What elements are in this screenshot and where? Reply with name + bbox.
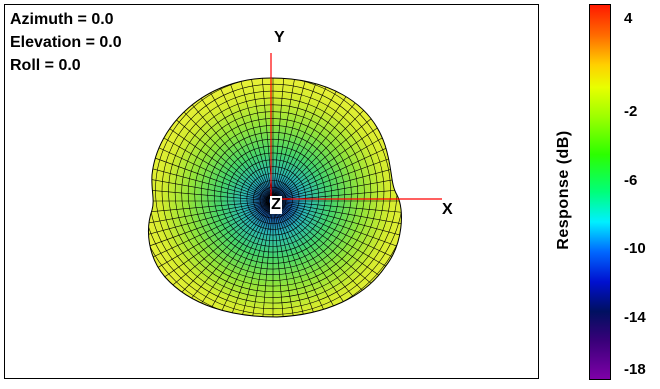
mesh-spoke xyxy=(148,201,270,217)
mesh-spoke xyxy=(228,78,273,198)
colorbar-tick: 4 xyxy=(624,10,633,27)
z-axis-label: Z xyxy=(270,196,282,214)
mesh-spoke xyxy=(200,78,272,198)
mesh-spoke xyxy=(148,202,270,274)
mesh-spoke xyxy=(274,78,346,198)
mesh-spoke xyxy=(148,201,270,231)
plot-area[interactable]: Azimuth = 0.0 Elevation = 0.0 Roll = 0.0 xyxy=(4,4,539,379)
mesh-spoke xyxy=(187,78,272,198)
mesh-spoke xyxy=(214,204,272,317)
mesh-spoke xyxy=(243,204,273,317)
mesh-spoke xyxy=(257,78,273,198)
azimuth-label: Azimuth = 0.0 xyxy=(10,11,114,28)
mesh-spoke xyxy=(276,128,402,200)
radiation-pattern-plot xyxy=(147,53,442,318)
mesh-spoke xyxy=(274,204,332,317)
mesh-spoke xyxy=(274,204,359,317)
mesh-spoke xyxy=(228,204,273,317)
mesh-spoke xyxy=(214,78,272,198)
mesh-spoke xyxy=(187,204,272,317)
mesh-spoke xyxy=(257,204,273,317)
mesh-spoke xyxy=(148,142,270,200)
mesh-spoke xyxy=(276,201,402,217)
mesh-spoke xyxy=(273,78,303,198)
mesh-spoke xyxy=(276,142,402,200)
mesh-spoke xyxy=(243,78,273,198)
colorbar-title: Response (dB) xyxy=(555,130,572,250)
colorbar xyxy=(589,4,611,380)
y-axis-label: Y xyxy=(274,29,285,46)
mesh-spoke xyxy=(148,201,270,246)
mesh-spoke xyxy=(276,201,402,231)
mesh-spoke xyxy=(200,204,272,317)
mesh-spoke xyxy=(273,204,289,317)
mesh-spoke xyxy=(148,171,270,201)
mesh-spoke xyxy=(275,204,371,317)
mesh-spoke xyxy=(175,204,271,317)
x-axis-label: X xyxy=(442,201,453,218)
colorbar-tick: -14 xyxy=(624,309,646,326)
mesh-spoke xyxy=(276,171,402,201)
mesh-spoke xyxy=(273,204,318,317)
mesh-spoke xyxy=(276,201,402,246)
mesh-spoke xyxy=(273,204,303,317)
elevation-label: Elevation = 0.0 xyxy=(10,34,122,51)
mesh-spoke xyxy=(276,202,402,260)
mesh-spoke xyxy=(273,78,289,198)
mesh-spoke xyxy=(148,185,270,201)
mesh-spoke xyxy=(274,78,332,198)
mesh-spoke xyxy=(273,78,318,198)
mesh-spoke xyxy=(148,128,270,200)
colorbar-tick: -2 xyxy=(624,103,638,120)
colorbar-tick: -10 xyxy=(624,240,646,257)
mesh-spoke xyxy=(276,202,402,274)
colorbar-tick: -6 xyxy=(624,172,638,189)
mesh-spoke xyxy=(276,185,402,201)
roll-label: Roll = 0.0 xyxy=(10,57,81,74)
mesh-spoke xyxy=(276,156,402,201)
mesh-spoke xyxy=(274,204,346,317)
mesh-spoke xyxy=(148,156,270,201)
mesh-spoke xyxy=(148,202,270,260)
colorbar-tick: -18 xyxy=(624,361,646,378)
mesh-spoke xyxy=(274,78,359,198)
